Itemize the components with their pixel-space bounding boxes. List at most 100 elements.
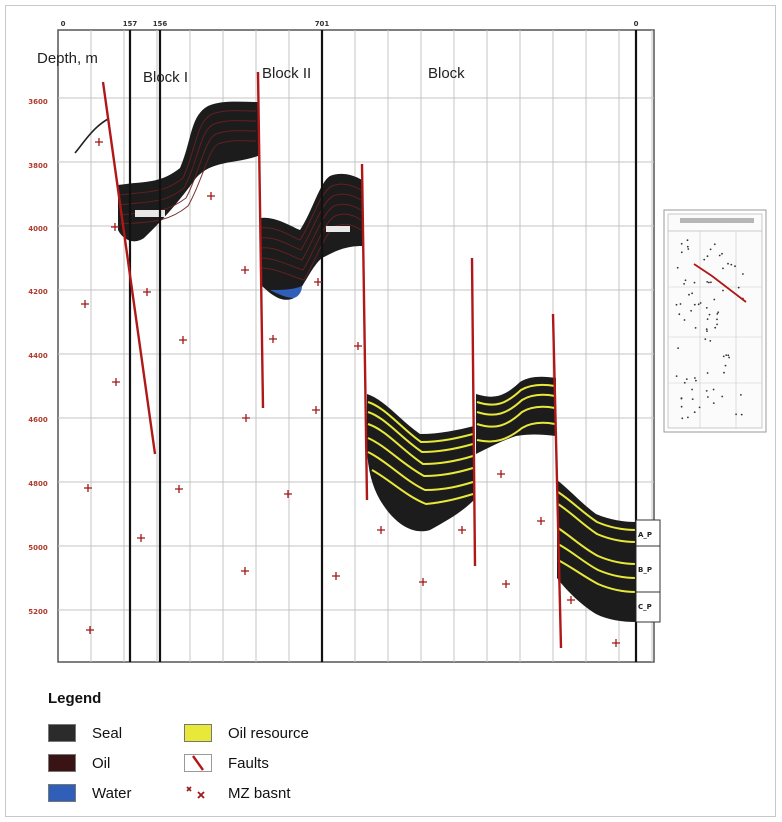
- formation-a-label: A_P: [638, 531, 652, 539]
- inset-well-dot: [680, 397, 683, 400]
- inset-well-dot: [724, 364, 727, 367]
- inset-well-dot: [718, 254, 721, 257]
- inset-well-dot: [721, 252, 723, 255]
- inset-well-dot: [740, 394, 742, 396]
- inset-well-dot: [706, 330, 708, 332]
- mz-basnt-marker: [269, 335, 277, 343]
- mz-basnt-marker: [312, 406, 320, 414]
- inset-well-dot: [694, 377, 696, 379]
- top-horizon-curve: [74, 118, 109, 154]
- inset-well-dot: [693, 303, 696, 306]
- legend-item-mz-basnt: MZ basnt: [184, 784, 291, 802]
- inset-well-dot: [716, 323, 718, 326]
- mz-basnt-marker: [284, 490, 292, 498]
- inset-well-dot: [706, 372, 709, 374]
- depth-tick-9: 5200: [28, 608, 48, 616]
- mz-basnt-marker: [314, 278, 322, 286]
- inset-well-dot: [687, 416, 689, 419]
- mz-basnt-marker: [567, 596, 575, 604]
- legend-mz-basnt-label: MZ basnt: [228, 784, 291, 802]
- well-lines: [128, 30, 638, 662]
- block2-label-box: [326, 226, 350, 232]
- inset-well-dot: [703, 258, 706, 261]
- well-label-1: 0: [61, 20, 66, 28]
- mz-basnt-marker: [354, 342, 362, 350]
- inset-well-dot: [708, 313, 711, 316]
- mz-basnt-marker: [112, 378, 120, 386]
- inset-well-dot: [691, 398, 694, 400]
- inset-well-dot: [722, 289, 724, 292]
- mz-basnt-marker: [612, 639, 620, 647]
- inset-well-dot: [695, 379, 697, 382]
- legend-item-water: Water: [48, 784, 131, 802]
- inset-well-dot: [723, 371, 725, 374]
- inset-well-dot: [704, 338, 707, 340]
- inset-well-dot: [675, 375, 678, 377]
- inset-well-dot: [722, 355, 725, 358]
- mz-basnt-marker: [332, 572, 340, 580]
- inset-well-dot: [683, 283, 685, 285]
- legend-item-seal: Seal: [48, 724, 122, 742]
- formation-b-label: B_P: [638, 566, 652, 574]
- depth-axis-title: Depth, m: [37, 50, 98, 67]
- inset-well-dot: [678, 313, 681, 316]
- oil-resource-swatch: [184, 724, 212, 742]
- inset-well-dot: [686, 239, 689, 242]
- inset-well-dot: [705, 328, 708, 331]
- mz-basnt-marker: [497, 470, 505, 478]
- inset-well-dot: [698, 406, 701, 409]
- inset-well-dot: [679, 303, 682, 305]
- inset-well-dot: [699, 302, 702, 304]
- inset-well-dot: [727, 354, 730, 357]
- well-labels: 0 157 156 701 0: [61, 20, 639, 28]
- inset-well-dot: [681, 417, 684, 420]
- inset-well-dot: [730, 263, 733, 266]
- inset-well-dot: [714, 326, 717, 329]
- inset-well-dot: [712, 402, 715, 404]
- mz-basnt-marker: [86, 626, 94, 634]
- inset-well-dot: [680, 405, 683, 408]
- block1-label-box: [135, 210, 165, 217]
- inset-well-dot: [680, 242, 683, 245]
- inset-well-dot: [707, 396, 709, 398]
- seal-swatch: [48, 724, 76, 742]
- inset-well-dot: [688, 293, 690, 296]
- inset-well-dot: [734, 265, 736, 268]
- depth-tick-8: 5000: [28, 544, 48, 552]
- inset-well-dot: [709, 340, 712, 342]
- inset-well-dot: [686, 245, 689, 248]
- inset-well-dot: [735, 413, 737, 416]
- inset-well-dot: [676, 266, 679, 269]
- inset-well-dot: [705, 307, 708, 309]
- block3-oil-resource-bands-b: [476, 383, 556, 443]
- mz-basnt-marker: [502, 580, 510, 588]
- block3-seal-body-c: [557, 480, 636, 622]
- water-swatch: [48, 784, 76, 802]
- inset-well-dot: [705, 390, 708, 392]
- inset-well-dot: [683, 381, 686, 384]
- inset-well-dot: [716, 318, 718, 321]
- well-label-3: 156: [153, 20, 168, 28]
- cross-marker-icon: [186, 786, 205, 799]
- inset-well-dot: [693, 411, 696, 414]
- block1-title: Block I: [143, 69, 188, 86]
- block2-title: Block II: [262, 65, 311, 82]
- inset-well-dot: [716, 313, 719, 315]
- legend-item-faults: Faults: [184, 754, 269, 772]
- legend: Legend Seal Oil Water Oil resource Fault…: [48, 690, 378, 815]
- mz-basnt-marker: [137, 534, 145, 542]
- depth-tick-6: 4600: [28, 416, 48, 424]
- oil-swatch: [48, 754, 76, 772]
- inset-well-dot: [691, 388, 693, 391]
- mz-basnt-marker: [95, 138, 103, 146]
- mz-basnt-marker: [458, 526, 466, 534]
- mz-basnt-marker: [242, 414, 250, 422]
- inset-well-dot: [694, 327, 697, 329]
- inset-well-dot: [713, 298, 716, 301]
- inset-title-bar: [680, 218, 754, 223]
- depth-tick-1: 3600: [28, 98, 48, 106]
- inset-map: [663, 209, 767, 433]
- inset-well-dot: [687, 248, 690, 250]
- inset-well-dot: [725, 354, 728, 356]
